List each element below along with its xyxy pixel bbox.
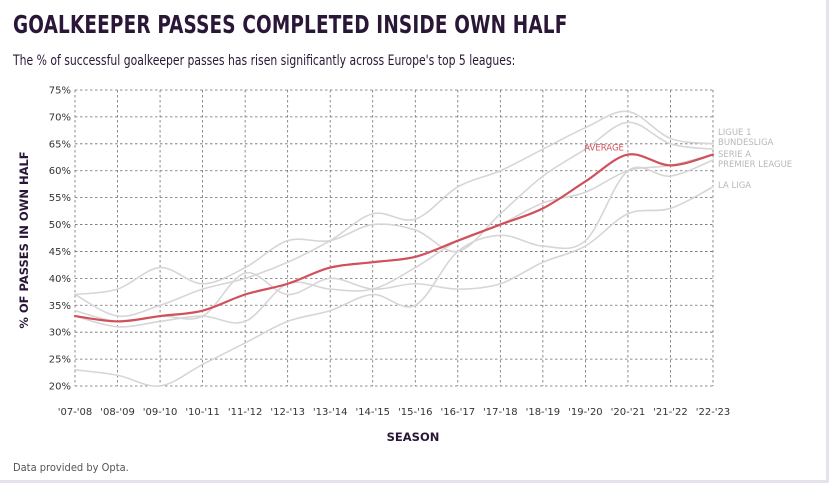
x-tick-label: '10-'11 [185, 407, 220, 418]
x-tick-label: '09-'10 [143, 407, 178, 418]
y-tick-label: 30% [49, 328, 71, 339]
series-label-average: AVERAGE [584, 144, 624, 154]
x-tick-label: '08-'09 [100, 407, 135, 418]
y-tick-label: 70% [49, 112, 71, 123]
series-label-la-liga: LA LIGA [718, 181, 751, 191]
y-tick-label: 75% [49, 86, 71, 97]
y-tick-label: 60% [49, 166, 71, 177]
y-tick-label: 50% [49, 220, 71, 231]
data-source-note: Data provided by Opta. [13, 461, 129, 474]
x-axis-title: SEASON [387, 430, 440, 444]
y-axis-title: % OF PASSES IN OWN HALF [17, 151, 31, 328]
y-axis-ticks: 20% 25% 30% 35% 40% 45% 50% 55% 60% 65% 70% 75% [49, 86, 71, 393]
chart-subtitle: The % of successful goalkeeper passes ha… [13, 53, 516, 69]
chart-title: GOALKEEPER PASSES COMPLETED INSIDE OWN H… [13, 10, 568, 39]
series-label-ligue-1: LIGUE 1 [718, 128, 752, 138]
x-axis-ticks: '07-'08 '08-'09 '09-'10 '10-'11 '11-'12 '12-'… [58, 407, 731, 418]
x-tick-label: '17-'18 [483, 407, 518, 418]
x-tick-label: '14-'15 [355, 407, 390, 418]
x-tick-label: '13-'14 [313, 407, 348, 418]
x-tick-label: '19-'20 [568, 407, 603, 418]
x-tick-label: '20-'21 [611, 407, 646, 418]
y-tick-label: 45% [49, 247, 71, 258]
y-tick-label: 40% [49, 274, 71, 285]
series-label-serie-a: SERIE A [718, 150, 751, 160]
y-tick-label: 55% [49, 193, 71, 204]
series-line-bundesliga [74, 121, 714, 296]
series-line-la-liga [74, 186, 714, 323]
y-tick-label: 25% [49, 355, 71, 366]
x-tick-label: '16-'17 [441, 407, 476, 418]
x-tick-label: '21-'22 [653, 407, 688, 418]
series-label-bundesliga: BUNDESLIGA [718, 138, 774, 148]
x-tick-label: '11-'12 [228, 407, 263, 418]
series-line-ligue-1 [74, 110, 714, 318]
grid [74, 89, 714, 387]
x-tick-label: '18-'19 [526, 407, 561, 418]
x-tick-label: '12-'13 [270, 407, 305, 418]
x-tick-label: '15-'16 [398, 407, 433, 418]
series-label-premier-league: PREMIER LEAGUE [718, 160, 792, 170]
y-tick-label: 20% [49, 382, 71, 393]
x-tick-label: '22-'23 [696, 407, 731, 418]
y-tick-label: 65% [49, 139, 71, 150]
series-line-premier-league [74, 159, 714, 387]
series-lines [73, 110, 715, 387]
x-tick-label: '07-'08 [58, 407, 93, 418]
y-tick-label: 35% [49, 301, 71, 312]
series-line-average [73, 153, 715, 323]
